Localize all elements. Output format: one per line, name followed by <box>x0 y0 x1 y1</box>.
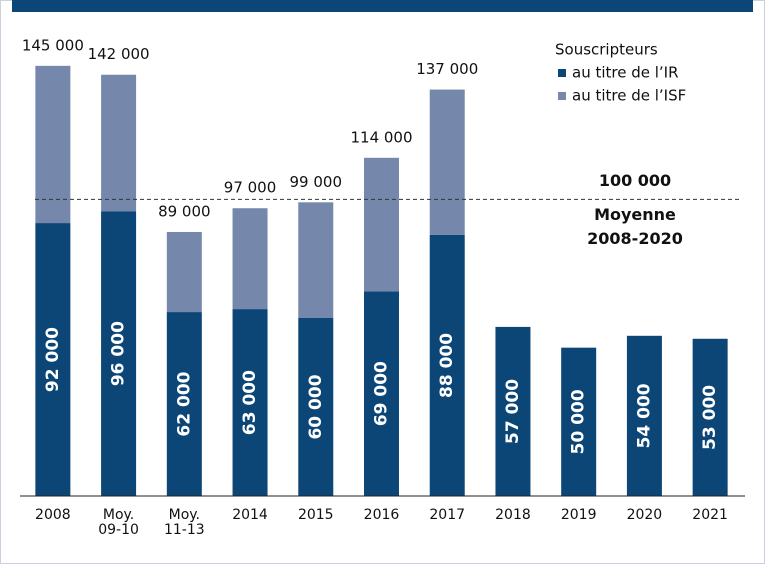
bar-segment <box>626 335 662 496</box>
total-label: 142 000 <box>88 45 150 63</box>
total-label: 137 000 <box>416 60 478 78</box>
bar-segment <box>232 208 268 310</box>
bar-segment <box>495 326 531 496</box>
x-tick-label: 2015 <box>297 507 334 523</box>
x-tick-label: 2019 <box>560 507 597 523</box>
total-label: 99 000 <box>290 173 343 191</box>
bar-segment <box>35 223 71 497</box>
legend-swatch <box>558 92 566 100</box>
x-tick-label: Moy. 09-10 <box>98 507 139 538</box>
x-tick-label: 2017 <box>429 507 466 523</box>
x-tick-label: 2018 <box>495 507 531 523</box>
bar-segment <box>692 338 728 496</box>
bar-segment <box>561 347 597 496</box>
bar-value-label: 88 000 <box>437 333 457 398</box>
bar-value-label: 96 000 <box>109 321 129 386</box>
bar-value-label: 53 000 <box>700 385 720 450</box>
x-tick-label: 2021 <box>692 507 728 523</box>
bar-value-label: 60 000 <box>306 374 326 439</box>
bar-segment <box>364 157 399 292</box>
bar-segment <box>232 309 268 496</box>
total-label: 145 000 <box>22 36 84 54</box>
x-tick-label: Moy. 11-13 <box>163 507 205 538</box>
bar-segment <box>429 89 465 235</box>
total-label: 114 000 <box>350 128 412 146</box>
bar-segment <box>101 211 137 496</box>
total-label: 97 000 <box>224 179 277 197</box>
bar-value-label: 50 000 <box>569 389 589 454</box>
bar-value-label: 92 000 <box>43 327 63 392</box>
bar-segment <box>101 74 137 212</box>
reference-text: 2008-2020 <box>587 229 683 248</box>
x-tick-label: 2014 <box>232 507 268 523</box>
bar-segment <box>298 202 334 318</box>
total-label: 89 000 <box>158 202 211 220</box>
bar-value-label: 63 000 <box>240 370 260 435</box>
bar-segment <box>298 318 334 496</box>
bar-value-label: 62 000 <box>174 371 194 436</box>
bar-segment <box>35 65 71 224</box>
header-bar <box>12 0 753 12</box>
legend-label: au titre de l’ISF <box>572 87 686 105</box>
legend-title: Souscripteurs <box>555 41 658 59</box>
reference-text: Moyenne <box>594 205 676 224</box>
bar-segment <box>166 231 202 313</box>
reference-value-label: 100 000 <box>599 171 671 190</box>
x-tick-label: 2020 <box>626 507 663 523</box>
bar-value-label: 54 000 <box>634 383 654 448</box>
bar-value-label: 57 000 <box>503 379 523 444</box>
x-tick-label: 2016 <box>363 507 400 523</box>
legend-label: au titre de l’IR <box>572 64 679 82</box>
legend-swatch <box>558 69 566 77</box>
bar-segment <box>364 291 399 496</box>
bar-segment <box>166 312 202 496</box>
bar-value-label: 69 000 <box>372 361 392 426</box>
x-tick-label: 2008 <box>35 507 71 523</box>
bar-segment <box>429 234 465 496</box>
